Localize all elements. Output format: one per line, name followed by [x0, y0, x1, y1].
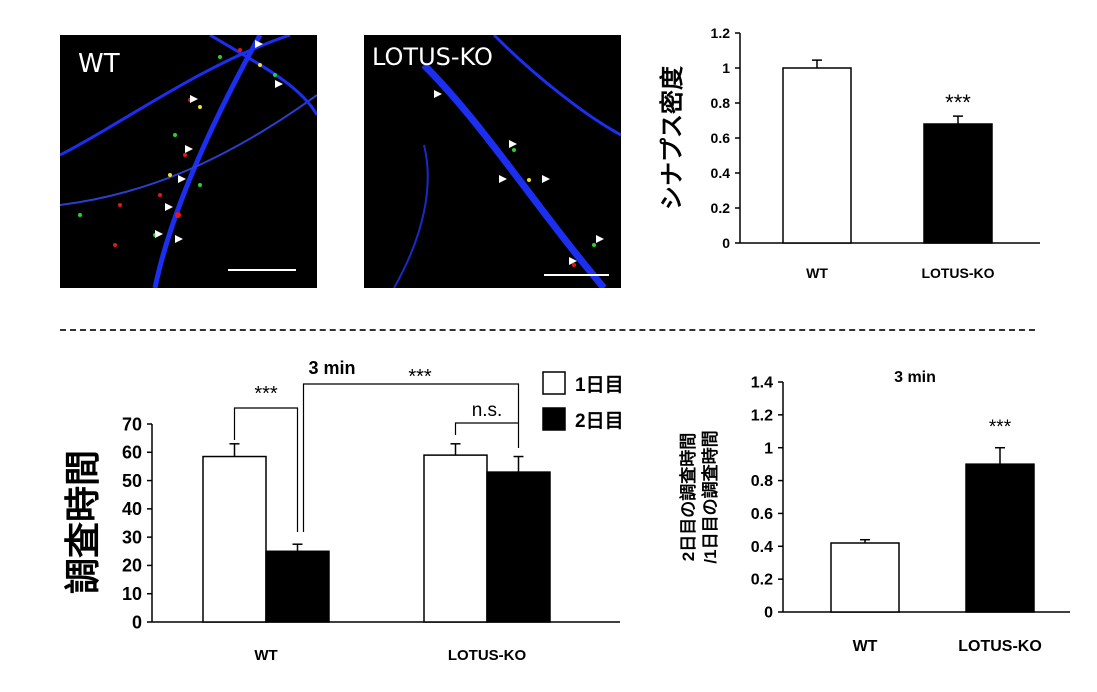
arrows [155, 40, 283, 243]
y-tick-label: 1 [722, 60, 730, 76]
significance-label: n.s. [472, 400, 503, 421]
bar-wt [782, 67, 852, 244]
bar-lotus-ko [965, 463, 1035, 613]
axon [421, 62, 607, 288]
bar-lotus-ko [923, 123, 993, 244]
y-tick-label: 50 [122, 471, 142, 491]
section-divider [60, 329, 1035, 331]
y-tick-label: 40 [122, 499, 142, 519]
y-tick-label: 1.2 [711, 25, 731, 41]
y-tick-label: 10 [122, 584, 142, 604]
legend-label-day2: 2日目 [575, 411, 624, 432]
y-tick-label: 0.2 [751, 572, 773, 589]
lotus-ko-micrograph-image [393, 35, 621, 288]
y-tick-label: 0 [132, 612, 142, 632]
legend-swatch-day1 [542, 371, 566, 395]
bar-lotus-ko-2 [486, 471, 551, 623]
x-tick-label: WT [254, 647, 277, 664]
chart-title: 3 min [894, 369, 936, 386]
x-tick-label: LOTUS-KO [921, 265, 994, 281]
y-tick-label: 0.6 [751, 506, 773, 523]
y-tick-label: 0.6 [711, 130, 731, 146]
significance-label: *** [254, 383, 278, 405]
bar-wt-1 [202, 455, 267, 623]
y-tick-label: 30 [122, 527, 142, 547]
y-axis-label: /1日目の調査時間 [700, 430, 720, 563]
y-tick-label: 0.8 [751, 473, 773, 490]
y-tick-label: 60 [122, 443, 142, 463]
arrows [434, 90, 604, 265]
bar-wt-2 [265, 550, 330, 623]
y-axis-label: 2日目の調査時間 [678, 433, 698, 561]
axon [492, 35, 621, 137]
y-tick-label: 0.4 [751, 539, 773, 556]
bar-wt [830, 542, 900, 613]
y-tick-label: 20 [122, 556, 142, 576]
puncta [78, 48, 277, 247]
y-tick-label: 0.4 [711, 165, 731, 181]
significance-bracket [233, 407, 299, 532]
y-tick-label: 1.2 [751, 407, 773, 424]
y-axis-label: シナプス密度 [658, 65, 686, 210]
axon [60, 35, 291, 157]
axon [393, 144, 429, 288]
x-tick-label: LOTUS-KO [448, 647, 527, 664]
panel-label-wt: WT [78, 49, 120, 79]
puncta [512, 148, 596, 267]
legend-swatch-day2 [542, 407, 566, 431]
annotation-label: 3 min [308, 358, 355, 378]
legend-label-day1: 1日目 [575, 375, 624, 396]
y-tick-label: 0 [764, 605, 773, 622]
significance-label: *** [989, 417, 1012, 438]
y-tick-label: 70 [122, 414, 142, 434]
significance-label: *** [945, 90, 971, 115]
y-axis-label: 調査時間 [62, 450, 103, 594]
significance-label: *** [408, 366, 432, 388]
lotus-ko-micrograph: LOTUS-KO [364, 35, 621, 288]
axon [60, 94, 317, 206]
y-tick-label: 0 [722, 235, 730, 251]
panel-label-lotus-ko: LOTUS-KO [372, 43, 493, 71]
bar-lotus-ko-1 [423, 454, 488, 623]
x-tick-label: LOTUS-KO [958, 638, 1042, 655]
wt-micrograph-image [60, 35, 317, 288]
wt-micrograph: WT [60, 35, 317, 288]
y-tick-label: 0.2 [711, 200, 731, 216]
significance-bracket [454, 422, 520, 448]
x-tick-label: WT [853, 638, 878, 655]
y-tick-label: 1.4 [751, 375, 773, 392]
y-tick-label: 0.8 [711, 95, 731, 111]
x-tick-label: WT [806, 265, 828, 281]
y-tick-label: 1 [764, 440, 773, 457]
significance-bracket [302, 383, 520, 532]
